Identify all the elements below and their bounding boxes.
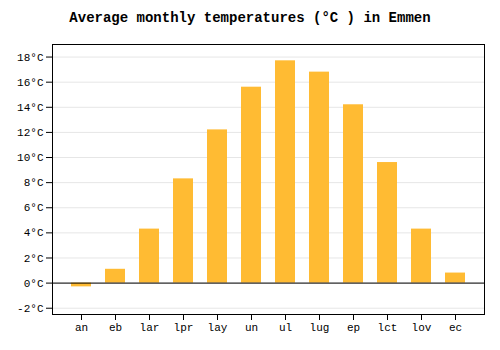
svg-text:0°C: 0°C [24,278,44,290]
svg-text:6°C: 6°C [24,202,44,214]
svg-text:lug: lug [310,322,330,334]
svg-text:2°C: 2°C [24,253,44,265]
svg-text:ul: ul [279,322,292,334]
svg-text:16°C: 16°C [17,77,44,89]
svg-text:lov: lov [412,322,432,334]
svg-text:12°C: 12°C [17,127,44,139]
svg-text:4°C: 4°C [24,227,44,239]
svg-text:lar: lar [140,322,160,334]
svg-text:18°C: 18°C [17,52,44,64]
svg-text:lct: lct [378,322,398,334]
svg-text:ec: ec [449,322,462,334]
html-text:Average monthly temperatures (: Average monthly temperatures (°C ) in Em… [69,10,431,26]
svg-text:ep: ep [347,322,360,334]
svg-text:lpr: lpr [174,322,194,334]
svg-text:10°C: 10°C [17,152,44,164]
svg-text:un: un [245,322,258,334]
svg-text:eb: eb [109,322,122,334]
svg-text:-2°C: -2°C [17,303,44,315]
svg-text:14°C: 14°C [17,102,44,114]
svg-text:8°C: 8°C [24,177,44,189]
svg-text:lay: lay [208,322,228,334]
svg-text:an: an [75,322,88,334]
